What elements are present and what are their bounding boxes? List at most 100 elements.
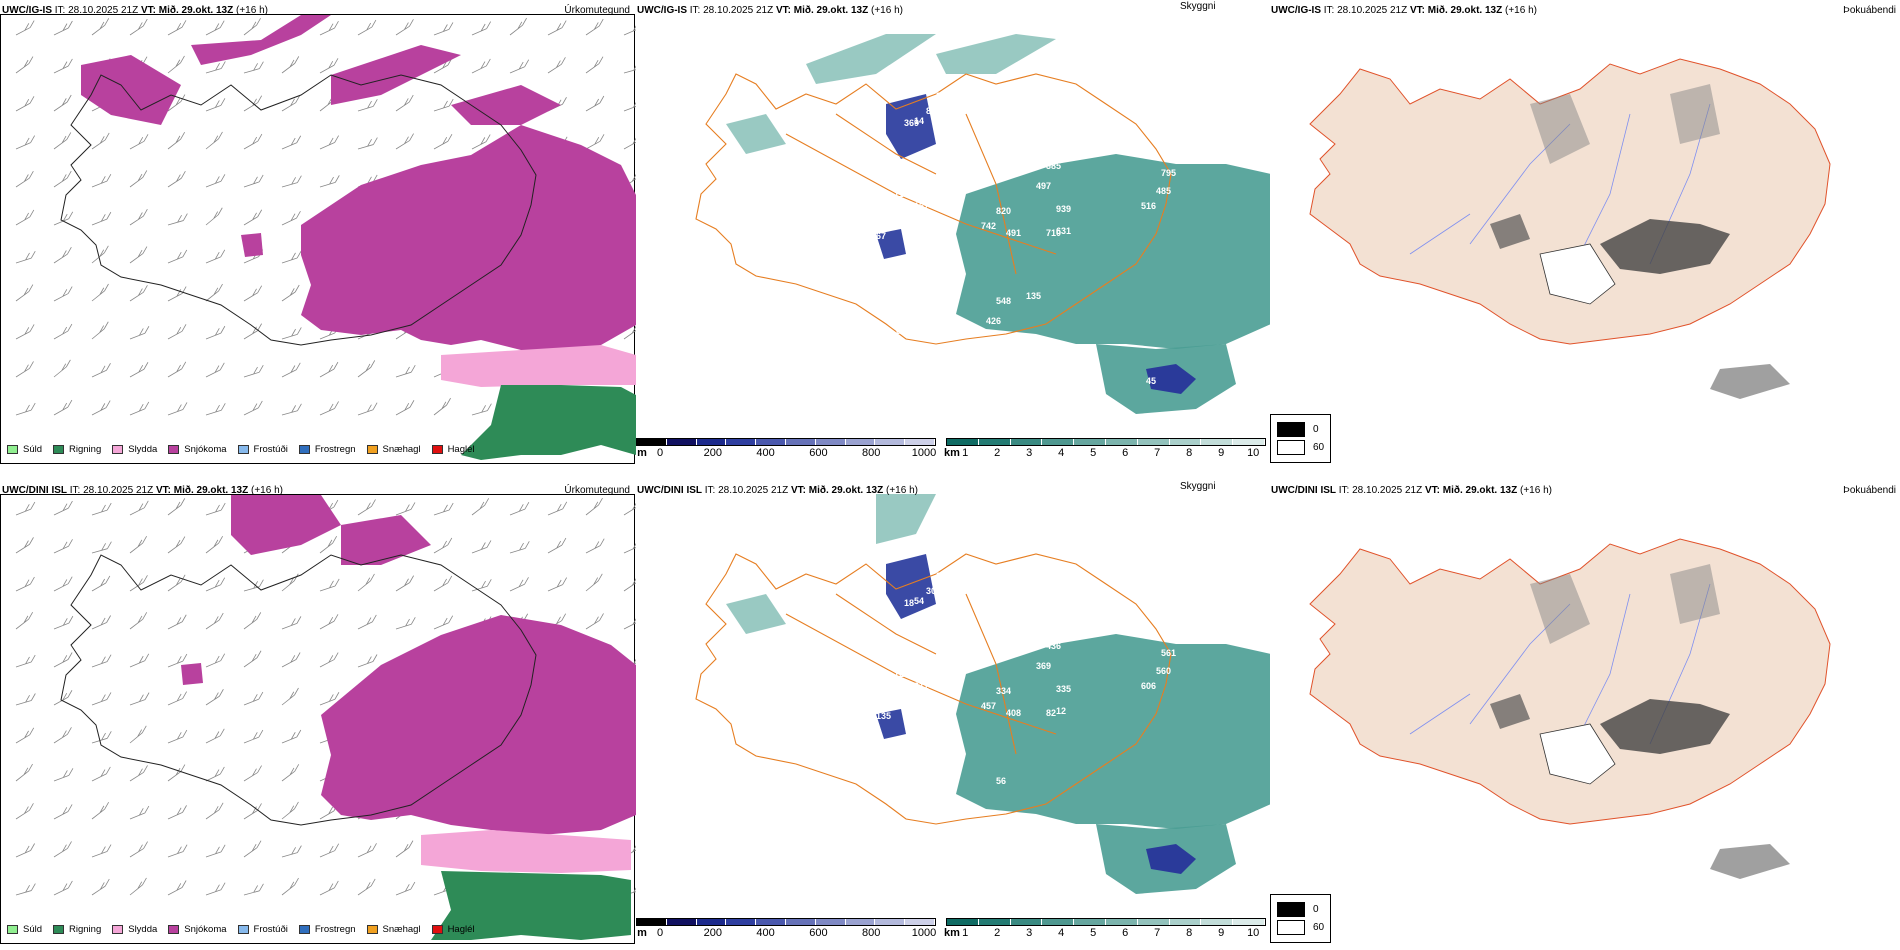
wind-barb (129, 326, 150, 340)
cloud-base-label: 27 (936, 571, 946, 581)
precip-legend: Súld Rigning Slydda Snjókoma Frostúði Frostre… (7, 924, 486, 935)
scale-step (1010, 439, 1043, 445)
panel-title: Skyggni (1180, 1, 1216, 12)
wind-barb (53, 94, 72, 112)
snow-band (231, 495, 341, 555)
header-fog: UWC/DINI ISL IT: 28.10.2025 21Z VT: Mið.… (1271, 485, 1552, 496)
low-visibility-area (956, 634, 1271, 829)
legend-swatch (237, 925, 249, 934)
wind-barb (281, 573, 299, 592)
scale-step (1105, 439, 1138, 445)
scale-step (815, 919, 846, 925)
wind-barb (623, 25, 636, 36)
wind-barb (53, 500, 73, 516)
scale-unit: m (637, 927, 647, 939)
scale-step (1137, 919, 1170, 925)
legend-item: Slydda (112, 924, 157, 935)
cloud-base-label: 55 (1036, 91, 1046, 101)
scale-step (1042, 919, 1075, 925)
wind-barb (281, 729, 302, 744)
cloud-base-label: 497 (1036, 181, 1051, 191)
wind-barb (129, 500, 149, 516)
scale-step (785, 919, 816, 925)
wind-barb (319, 20, 339, 36)
sleet-area (421, 830, 631, 873)
scale-tick: 600 (809, 447, 828, 459)
wind-barb (53, 804, 73, 820)
wind-barb (53, 615, 74, 630)
wind-barb (319, 692, 340, 706)
wind-barb (319, 401, 339, 416)
cloud-base-label: 710 (1046, 228, 1061, 238)
wind-barb (167, 764, 186, 782)
wind-barb (53, 652, 73, 668)
coastline (60, 74, 537, 346)
wind-barb (243, 174, 264, 188)
cloud-base-label: 516 (1141, 201, 1156, 211)
legend-item: Haglél (431, 924, 475, 935)
wind-barb (167, 55, 185, 74)
coastline (60, 554, 537, 826)
wind-barb (433, 537, 453, 554)
wind-barb (167, 132, 185, 150)
scale-tick: 10 (1247, 447, 1260, 459)
wind-barb (205, 131, 223, 150)
header-fog: UWC/IG-IS IT: 28.10.2025 21Z VT: Mið. 29… (1271, 5, 1537, 16)
wind-barb (53, 58, 73, 74)
cloud-base-label: 211 (914, 681, 929, 691)
scale-tick: 0 (656, 927, 664, 939)
wind-barb (205, 882, 226, 896)
fog-mid (1530, 574, 1590, 644)
legend-swatch (298, 925, 310, 934)
legend-label: Frostúði (253, 924, 288, 935)
wind-barb (357, 19, 377, 36)
cloud-base-label: 67 (876, 231, 886, 241)
wind-barb (243, 612, 262, 630)
snow-band (341, 515, 431, 565)
wind-barb (357, 573, 375, 592)
wind-barb (281, 801, 299, 820)
wind-barb (585, 56, 604, 74)
wind-barb (243, 579, 264, 592)
wind-barb (319, 175, 340, 188)
cloud-streak (876, 494, 936, 544)
cloud-base-label: 255 (1100, 596, 1115, 606)
wind-barb (167, 498, 186, 516)
scale-step (1169, 919, 1202, 925)
legend-swatch (53, 445, 65, 454)
wind-barb (357, 99, 378, 112)
wind-barb (547, 537, 567, 554)
wind-barb (91, 844, 112, 858)
scale-unit: km (944, 447, 960, 459)
wind-barb (243, 400, 263, 416)
cloud-base-label: 45 (1146, 376, 1156, 386)
wind-barb (15, 284, 34, 302)
wind-barb (15, 324, 35, 340)
wind-barb (167, 361, 187, 378)
legend-swatch (168, 445, 180, 454)
wind-barb (547, 501, 568, 516)
legend-label: Snjókoma (184, 444, 227, 455)
scale-step (978, 439, 1011, 445)
legend-swatch (431, 925, 443, 934)
wind-barb (319, 536, 337, 554)
scale-tick: 6 (1122, 447, 1129, 459)
wind-barb (167, 94, 186, 112)
cloud-base-label: 497 (1042, 584, 1057, 594)
wind-barb (395, 502, 416, 516)
cloud-streak (726, 114, 786, 154)
wind-barb (433, 575, 453, 592)
wind-barb (585, 573, 603, 592)
wind-barb (243, 803, 262, 820)
wind-barb (15, 727, 35, 744)
low-cloud-blob (876, 229, 906, 259)
scale-step (756, 439, 786, 445)
scale-tick: 0 (656, 447, 664, 459)
wind-barb (205, 502, 226, 516)
scale-step (845, 439, 876, 445)
wind-barb (129, 692, 150, 706)
scale-tick: 8 (1186, 447, 1193, 459)
legend-item: Súld (7, 444, 42, 455)
wind-barb (167, 249, 188, 264)
wind-barb (15, 883, 36, 896)
